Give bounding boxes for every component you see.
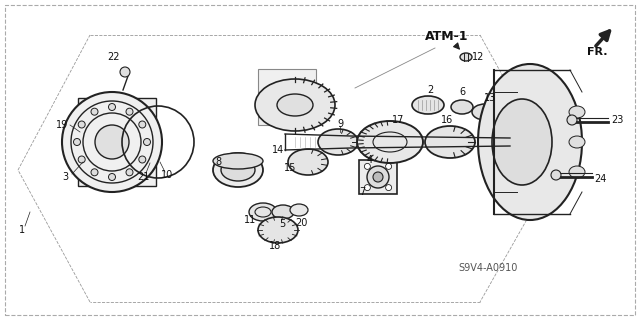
Text: 9: 9 xyxy=(337,119,343,129)
Ellipse shape xyxy=(290,204,308,216)
Bar xyxy=(258,69,316,125)
Text: 19: 19 xyxy=(56,120,68,130)
Ellipse shape xyxy=(255,79,335,131)
Text: 23: 23 xyxy=(611,115,623,125)
Ellipse shape xyxy=(357,121,423,163)
Ellipse shape xyxy=(472,104,498,120)
Text: 3: 3 xyxy=(62,172,68,182)
Bar xyxy=(359,160,397,194)
Circle shape xyxy=(62,92,162,192)
Text: 14: 14 xyxy=(272,145,284,155)
Circle shape xyxy=(74,139,81,146)
Circle shape xyxy=(364,164,371,169)
Text: 4: 4 xyxy=(367,155,373,165)
Text: 5: 5 xyxy=(279,219,285,229)
Ellipse shape xyxy=(569,106,585,118)
Text: 15: 15 xyxy=(284,163,296,173)
Ellipse shape xyxy=(272,205,294,219)
Text: FR.: FR. xyxy=(587,47,607,57)
Ellipse shape xyxy=(492,99,552,185)
Text: 1: 1 xyxy=(19,225,25,235)
Ellipse shape xyxy=(288,149,328,175)
Circle shape xyxy=(91,108,98,115)
Text: 11: 11 xyxy=(244,215,256,225)
Ellipse shape xyxy=(249,203,277,221)
Text: 8: 8 xyxy=(215,157,221,167)
Text: 10: 10 xyxy=(161,170,173,180)
Ellipse shape xyxy=(451,100,473,114)
Bar xyxy=(78,98,156,186)
Text: 7: 7 xyxy=(359,187,365,197)
Ellipse shape xyxy=(221,159,255,181)
Text: 24: 24 xyxy=(594,174,606,184)
Circle shape xyxy=(109,103,115,110)
Ellipse shape xyxy=(478,64,582,220)
Ellipse shape xyxy=(425,126,475,158)
Ellipse shape xyxy=(318,129,358,155)
Circle shape xyxy=(109,173,115,180)
Circle shape xyxy=(139,156,146,163)
Circle shape xyxy=(567,115,577,125)
Circle shape xyxy=(373,172,383,182)
Circle shape xyxy=(78,156,85,163)
Circle shape xyxy=(126,108,133,115)
Circle shape xyxy=(143,139,150,146)
Ellipse shape xyxy=(569,136,585,148)
Circle shape xyxy=(78,121,85,128)
Text: 21: 21 xyxy=(137,172,149,182)
Text: 13: 13 xyxy=(484,93,496,103)
Circle shape xyxy=(364,185,371,191)
Text: 2: 2 xyxy=(427,85,433,95)
Circle shape xyxy=(95,125,129,159)
Circle shape xyxy=(386,164,392,169)
Circle shape xyxy=(386,185,392,191)
Ellipse shape xyxy=(277,94,313,116)
Ellipse shape xyxy=(412,96,444,114)
Text: 16: 16 xyxy=(441,115,453,125)
Text: ATM-1: ATM-1 xyxy=(425,29,468,43)
Ellipse shape xyxy=(213,153,263,169)
Circle shape xyxy=(367,166,389,188)
Text: 17: 17 xyxy=(392,115,404,125)
Circle shape xyxy=(139,121,146,128)
Text: 12: 12 xyxy=(472,52,484,62)
Circle shape xyxy=(120,67,130,77)
Ellipse shape xyxy=(213,153,263,187)
Circle shape xyxy=(91,169,98,176)
Ellipse shape xyxy=(569,166,585,178)
Ellipse shape xyxy=(258,217,298,243)
Ellipse shape xyxy=(460,53,472,61)
Text: 20: 20 xyxy=(295,218,307,228)
Text: 18: 18 xyxy=(269,241,281,251)
Text: S9V4-A0910: S9V4-A0910 xyxy=(458,263,518,273)
Text: 22: 22 xyxy=(107,52,119,62)
Circle shape xyxy=(126,169,133,176)
Text: 6: 6 xyxy=(459,87,465,97)
Circle shape xyxy=(551,170,561,180)
